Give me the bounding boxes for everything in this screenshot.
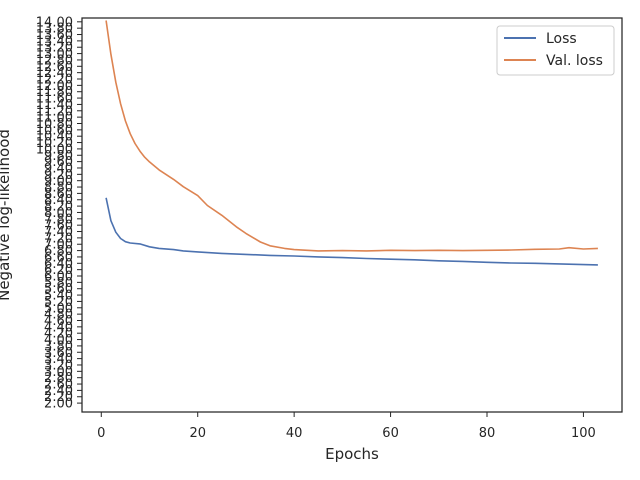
y-tick-label: 12.20 [36,73,73,88]
legend-label-loss: Loss [546,31,577,47]
y-tick-label: 3.80 [44,339,73,354]
x-axis-ticks: 0 20 40 60 80 100 [97,412,596,441]
series-layer [105,20,598,266]
y-tick-label: 13.40 [36,34,73,49]
y-axis-ticks: 2.002.202.402.602.803.003.203.403.603.80… [36,15,82,412]
y-tick-label: 5.40 [44,289,73,304]
y-tick-label: 11.60 [36,92,73,107]
y-tick-label: 9.20 [44,168,73,183]
plot-frame [81,17,623,413]
y-tick-label: 5.00 [44,301,73,316]
y-tick-label: 7.20 [44,231,73,246]
y-tick-label: 6.60 [44,250,73,265]
y-tick-label: 9.00 [44,174,73,189]
y-tick-label: 2.40 [44,384,73,399]
y-tick-label: 5.80 [44,276,73,291]
legend: Loss Val. loss [496,25,615,76]
y-tick-label: 9.60 [44,155,73,170]
y-tick-label: 2.60 [44,378,73,393]
y-tick-label: 3.40 [44,352,73,367]
y-tick-label: 10.20 [36,136,73,151]
y-tick-label: 4.60 [44,314,73,329]
y-tick-label: 6.40 [44,257,73,272]
y-tick-label: 8.00 [44,206,73,221]
y-tick-label: 11.80 [36,85,73,100]
y-tick-label: 11.00 [36,111,73,126]
y-tick-label: 10.60 [36,123,73,138]
y-tick-label: 12.00 [36,79,73,94]
y-tick-label: 6.00 [44,270,73,285]
y-tick-label: 3.00 [44,365,73,380]
y-tick-label: 14.00 [36,15,73,30]
y-tick-label: 6.20 [44,263,73,278]
y-tick-label: 5.20 [44,295,73,310]
y-tick-label: 4.40 [44,320,73,335]
series-line-1 [105,20,598,252]
y-tick-label: 8.80 [44,181,73,196]
y-tick-label: 8.40 [44,193,73,208]
y-tick-label: 3.20 [44,358,73,373]
y-tick-label: 6.80 [44,244,73,259]
y-tick-label: 2.80 [44,371,73,386]
y-tick-label: 7.80 [44,212,73,227]
y-tick-label: 4.20 [44,327,73,342]
x-tick-label: 80 [479,426,496,441]
legend-label-val-loss: Val. loss [546,53,603,69]
y-tick-label: 11.20 [36,104,73,119]
y-tick-label: 10.40 [36,130,73,145]
y-axis-title: Negative log-likelihood [0,129,13,301]
y-tick-label: 2.00 [44,397,73,412]
y-tick-label: 3.60 [44,346,73,361]
y-tick-label: 8.60 [44,187,73,202]
y-tick-label: 4.80 [44,308,73,323]
y-tick-label: 12.80 [36,53,73,68]
x-tick-label: 40 [286,426,303,441]
y-tick-label: 11.40 [36,98,73,113]
y-tick-label: 10.80 [36,117,73,132]
y-tick-label: 13.80 [36,22,73,37]
y-tick-label: 13.60 [36,28,73,43]
y-tick-label: 2.20 [44,390,73,405]
y-tick-label: 9.80 [44,149,73,164]
y-tick-label: 13.00 [36,47,73,62]
y-tick-label: 8.20 [44,200,73,215]
y-tick-label: 7.40 [44,225,73,240]
x-axis-title: Epochs [325,445,379,463]
y-tick-label: 9.40 [44,161,73,176]
y-tick-label: 7.60 [44,219,73,234]
x-tick-label: 0 [97,426,105,441]
series-line-0 [105,197,598,266]
y-tick-label: 7.00 [44,238,73,253]
y-tick-label: 12.60 [36,60,73,75]
y-tick-label: 12.40 [36,66,73,81]
y-tick-label: 13.20 [36,41,73,56]
x-tick-label: 60 [382,426,399,441]
y-tick-label: 5.60 [44,282,73,297]
y-tick-label: 10.00 [36,142,73,157]
y-tick-label: 4.00 [44,333,73,348]
x-tick-label: 100 [571,426,596,441]
x-tick-label: 20 [189,426,206,441]
